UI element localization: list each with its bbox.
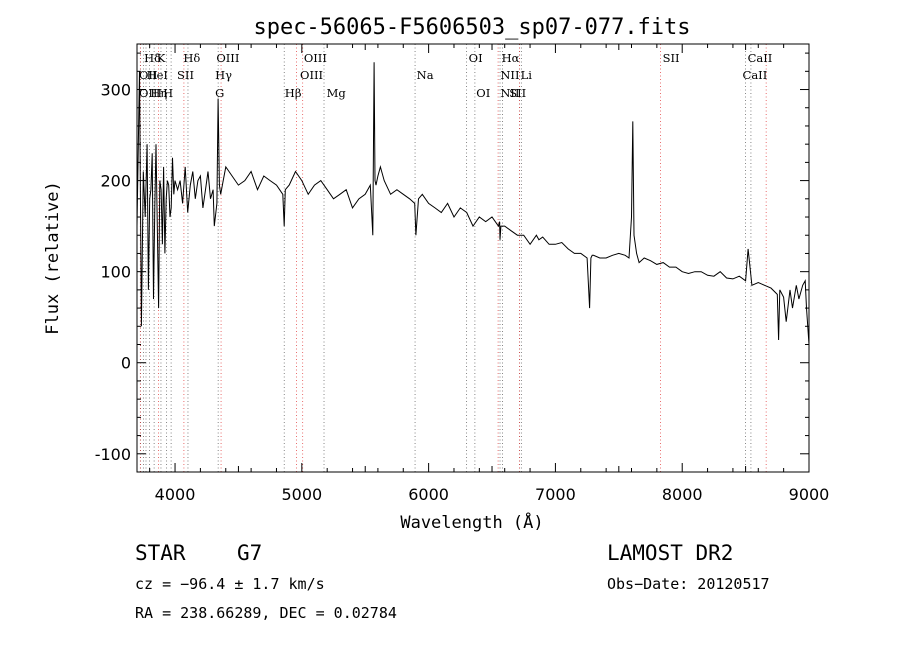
marker-label: Hδ	[144, 51, 161, 65]
marker-label: Mg	[327, 86, 347, 100]
redshift-cz: cz = −96.4 ± 1.7 km/s	[135, 575, 325, 593]
marker-label: SII	[509, 86, 526, 100]
sky-coordinates: RA = 238.66289, DEC = 0.02784	[135, 604, 397, 622]
y-tick-label: 100	[100, 263, 131, 282]
marker-label: Hγ	[215, 68, 232, 82]
marker-label: CaII	[748, 51, 773, 65]
marker-label: NII	[500, 86, 519, 100]
x-tick-label: 5000	[281, 485, 322, 504]
marker-label: OIII	[300, 68, 323, 82]
x-tick-label: 6000	[408, 485, 449, 504]
marker-label: OIII	[304, 51, 327, 65]
marker-label: Li	[521, 68, 533, 82]
marker-label: Hα	[502, 51, 520, 65]
y-tick-label: 300	[100, 81, 131, 100]
observation-date: Obs−Date: 20120517	[607, 575, 770, 593]
marker-lines	[139, 44, 767, 472]
data-release: LAMOST DR2	[607, 541, 734, 565]
marker-label: G	[215, 86, 224, 100]
marker-label: CaII	[743, 68, 768, 82]
marker-label: OI	[469, 51, 483, 65]
object-class: STAR	[135, 541, 186, 565]
x-tick-labels: 4000 5000 6000 7000 8000 9000	[155, 485, 830, 504]
marker-label: OIII	[216, 51, 239, 65]
x-tick-label: 7000	[535, 485, 576, 504]
marker-label: SII	[177, 68, 194, 82]
marker-label: K	[157, 51, 166, 65]
marker-label: H	[163, 86, 173, 100]
marker-label: Hη	[150, 86, 167, 100]
y-tick-label: 200	[100, 172, 131, 191]
spectrum-line	[136, 62, 810, 345]
chart-title: spec-56065-F5606503_sp07-077.fits	[253, 15, 690, 40]
plot-frame	[136, 43, 810, 473]
spectral-subclass: G7	[237, 541, 263, 565]
marker-label: HeI	[147, 68, 168, 82]
y-tick-label: 0	[121, 354, 131, 373]
marker-label: Na	[417, 68, 434, 82]
y-tick-label: -100	[95, 445, 131, 464]
y-axis-label: Flux (relative)	[43, 181, 63, 335]
marker-label: NII	[500, 68, 519, 82]
marker-label: Hβ	[285, 86, 302, 100]
marker-label: SII	[663, 51, 680, 65]
x-tick-label: 9000	[789, 485, 830, 504]
axis-ticks	[137, 44, 810, 472]
marker-label: Hδ	[183, 51, 200, 65]
marker-label: OII	[139, 68, 158, 82]
marker-label: OI	[476, 86, 490, 100]
y-tick-labels: -100 0 100 200 300	[95, 81, 131, 464]
x-tick-label: 8000	[662, 485, 703, 504]
x-axis-label: Wavelength (Å)	[400, 511, 543, 533]
x-tick-label: 4000	[155, 485, 196, 504]
